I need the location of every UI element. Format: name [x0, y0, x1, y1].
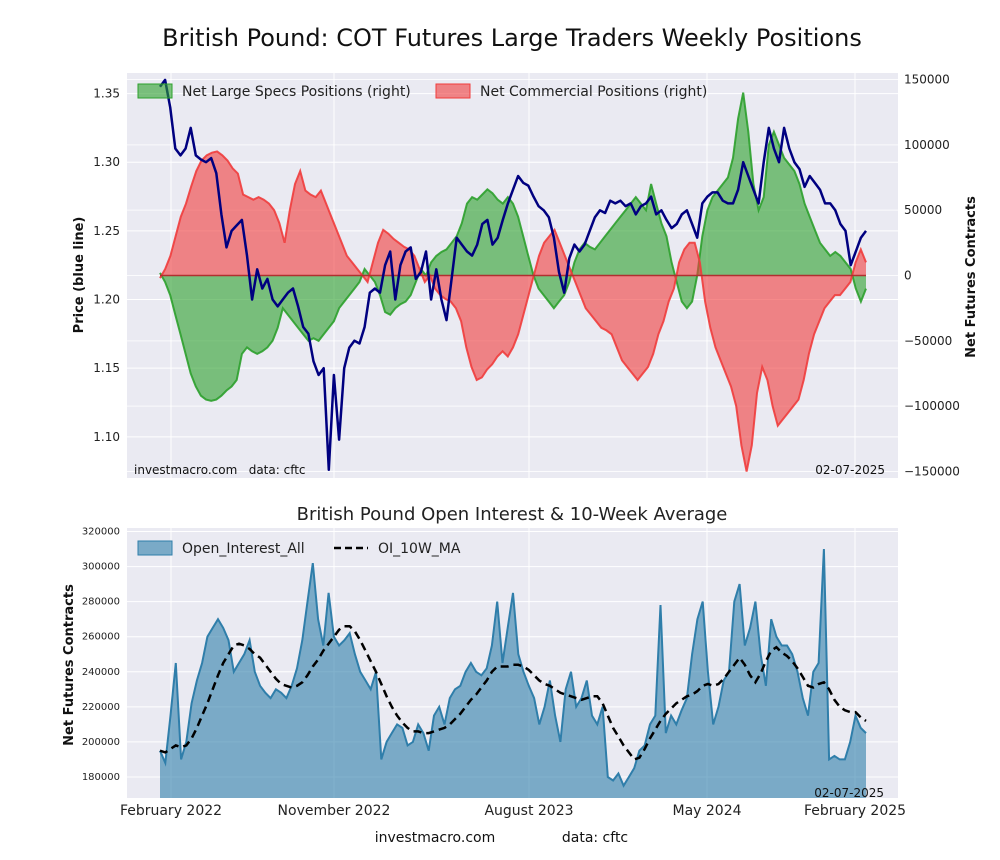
open-interest-area	[160, 549, 866, 798]
footer-site: investmacro.com	[375, 830, 495, 846]
top-left-axis-label: Price (blue line)	[72, 217, 87, 334]
top-right-tick-label: −150000	[904, 464, 960, 478]
bottom-x-tick-label: August 2023	[484, 803, 573, 819]
oi-10w-ma-line	[159, 624, 867, 761]
bottom-y-tick-label: 180000	[82, 772, 120, 783]
footer-source: data: cftc	[562, 830, 628, 846]
bottom-x-tick-label: February 2022	[120, 803, 222, 819]
legend-label-specs: Net Large Specs Positions (right)	[182, 84, 411, 100]
bottom-areas	[159, 548, 867, 798]
legend-swatch-open-interest	[137, 540, 173, 556]
bottom-y-tick-label: 300000	[82, 562, 120, 573]
legend-label-open-interest: Open_Interest_All	[182, 541, 305, 557]
top-right-ticks: −150000 −100000 −50000 0 50000 100000 150000	[904, 73, 960, 479]
area-edge-net-commercial	[159, 150, 867, 472]
top-note-left: investmacro.com data: cftc	[134, 463, 306, 477]
top-left-tick-label: 1.20	[93, 293, 120, 307]
bottom-x-ticks: February 2022 November 2022 August 2023 May…	[120, 803, 906, 819]
legend-swatch-specs	[137, 83, 173, 99]
legend-swatch-commercial	[435, 83, 471, 99]
bottom-y-tick-label: 260000	[82, 632, 120, 643]
bottom-note-right: 02-07-2025	[814, 786, 884, 800]
top-left-tick-label: 1.30	[93, 155, 120, 169]
top-right-tick-label: −100000	[904, 399, 960, 413]
top-left-tick-label: 1.10	[93, 430, 120, 444]
top-areas	[159, 92, 867, 472]
area-edge-net-large-specs	[159, 92, 867, 402]
bottom-x-tick-label: February 2025	[804, 803, 906, 819]
bottom-y-axis-label: Net Futures Contracts	[62, 584, 77, 746]
bottom-y-tick-label: 280000	[82, 597, 120, 608]
legend-label-ma: OI_10W_MA	[378, 541, 461, 557]
bottom-left-ticks: 180000 200000 220000 240000 260000 280000 3000…	[82, 527, 120, 783]
top-right-tick-label: 0	[904, 269, 912, 283]
bottom-y-tick-label: 220000	[82, 702, 120, 713]
top-right-tick-label: −50000	[904, 334, 952, 348]
bottom-x-tick-label: May 2024	[672, 803, 741, 819]
bottom-y-tick-label: 320000	[82, 527, 120, 538]
top-note-right: 02-07-2025	[815, 463, 885, 477]
bottom-x-tick-label: November 2022	[278, 803, 391, 819]
bottom-title: British Pound Open Interest & 10-Week Av…	[297, 504, 728, 525]
top-lines	[159, 78, 867, 472]
area-net-large-specs	[160, 92, 866, 401]
top-left-tick-label: 1.25	[93, 224, 120, 238]
legend-label-commercial: Net Commercial Positions (right)	[480, 84, 707, 100]
top-left-ticks: 1.10 1.15 1.20 1.25 1.30 1.35	[93, 87, 120, 444]
bottom-lines	[159, 624, 867, 761]
top-right-axis-label: Net Futures Contracts	[964, 196, 979, 358]
bottom-legend: Open_Interest_All OI_10W_MA	[137, 540, 461, 557]
top-left-tick-label: 1.15	[93, 361, 120, 375]
top-right-tick-label: 100000	[904, 138, 950, 152]
top-right-tick-label: 150000	[904, 73, 950, 87]
top-legend: Net Large Specs Positions (right) Net Co…	[137, 83, 707, 100]
bottom-y-tick-label: 240000	[82, 667, 120, 678]
top-left-tick-label: 1.35	[93, 87, 120, 101]
bottom-y-tick-label: 200000	[82, 737, 120, 748]
price-line	[159, 78, 867, 472]
open-interest-edge	[159, 548, 867, 788]
figure-title: British Pound: COT Futures Large Traders…	[162, 24, 862, 52]
top-right-tick-label: 50000	[904, 203, 942, 217]
